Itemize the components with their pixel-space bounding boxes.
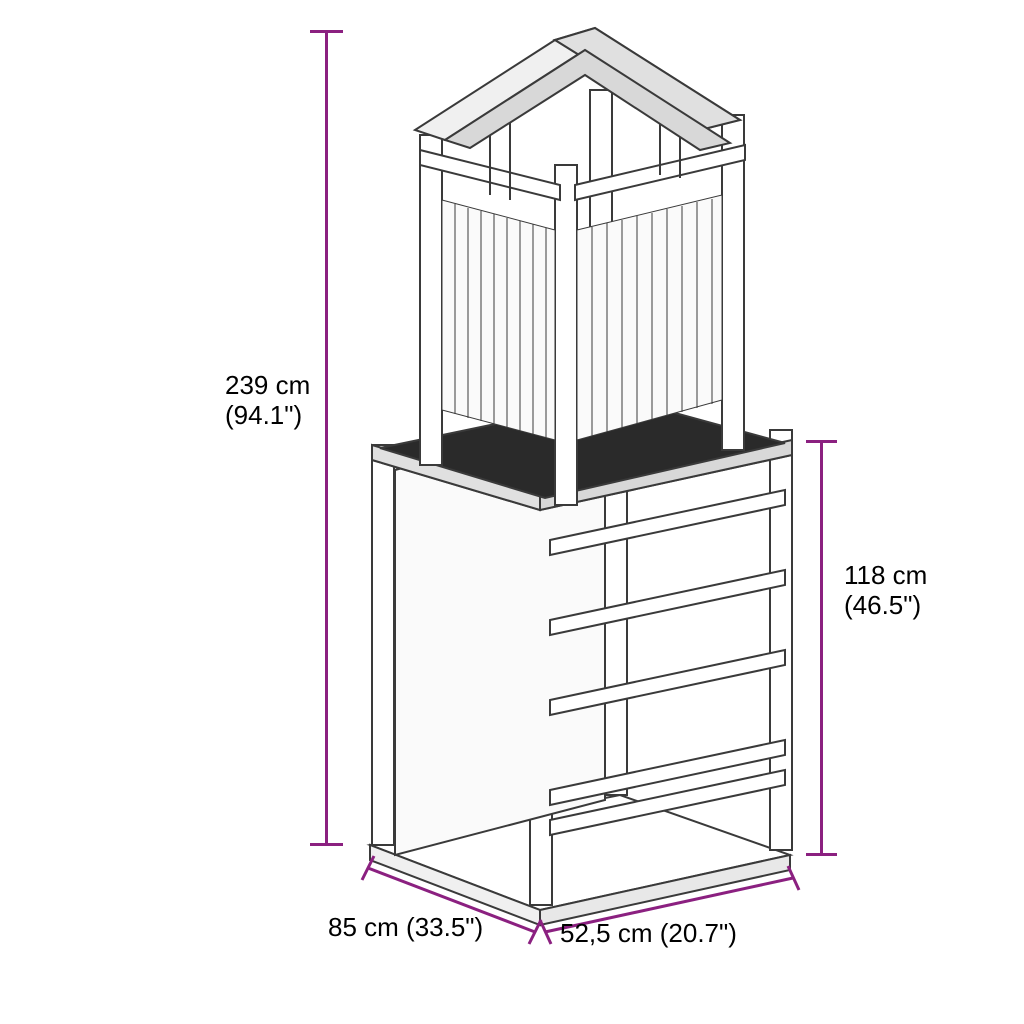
width-label: 52,5 cm (20.7") <box>560 918 737 949</box>
width-dimension-line <box>0 0 1024 1024</box>
